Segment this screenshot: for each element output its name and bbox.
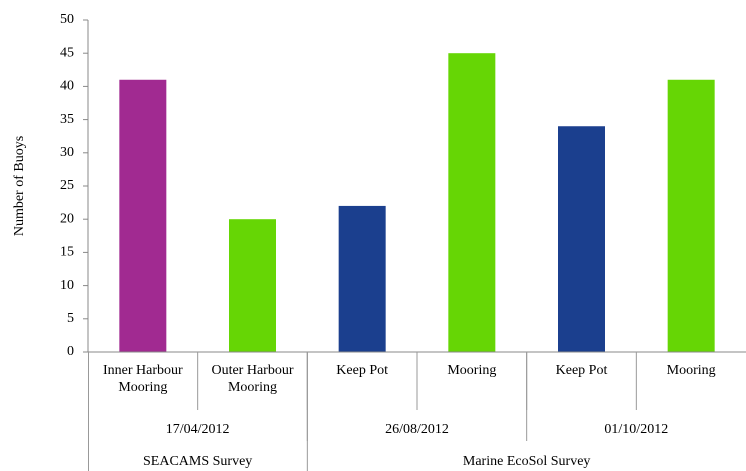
y-tick-label: 35	[60, 112, 74, 127]
bar	[338, 205, 386, 352]
y-tick-label: 25	[60, 178, 74, 193]
y-tick-label: 0	[67, 344, 74, 359]
bar	[229, 219, 276, 352]
survey-label: SEACAMS Survey	[143, 454, 253, 469]
date-label: 17/04/2012	[165, 422, 230, 437]
survey-label: Marine EcoSol Survey	[462, 454, 591, 469]
x-tick-label: Keep Pot	[555, 363, 608, 378]
bar	[448, 53, 496, 352]
bar	[558, 126, 605, 353]
y-axis-label: Number of Buoys	[12, 136, 27, 236]
y-tick-label: 40	[60, 79, 74, 94]
x-tick-label: Mooring	[447, 363, 497, 378]
bar	[119, 79, 167, 352]
y-tick-label: 15	[60, 245, 74, 260]
x-tick-label: Outer Harbour Mooring	[211, 363, 294, 395]
y-tick-label: 50	[60, 12, 74, 27]
y-tick-label: 45	[60, 45, 74, 60]
date-label: 01/10/2012	[604, 422, 669, 437]
y-tick-label: 10	[60, 278, 74, 293]
x-tick-label: Mooring	[666, 363, 716, 378]
y-tick-label: 20	[60, 211, 74, 226]
y-tick-label: 5	[67, 311, 74, 326]
x-tick-label: Inner Harbour Mooring	[102, 363, 183, 395]
x-tick-label: Keep Pot	[336, 363, 389, 378]
y-tick-label: 30	[60, 145, 74, 160]
bar	[667, 79, 715, 352]
date-label: 26/08/2012	[385, 422, 449, 437]
